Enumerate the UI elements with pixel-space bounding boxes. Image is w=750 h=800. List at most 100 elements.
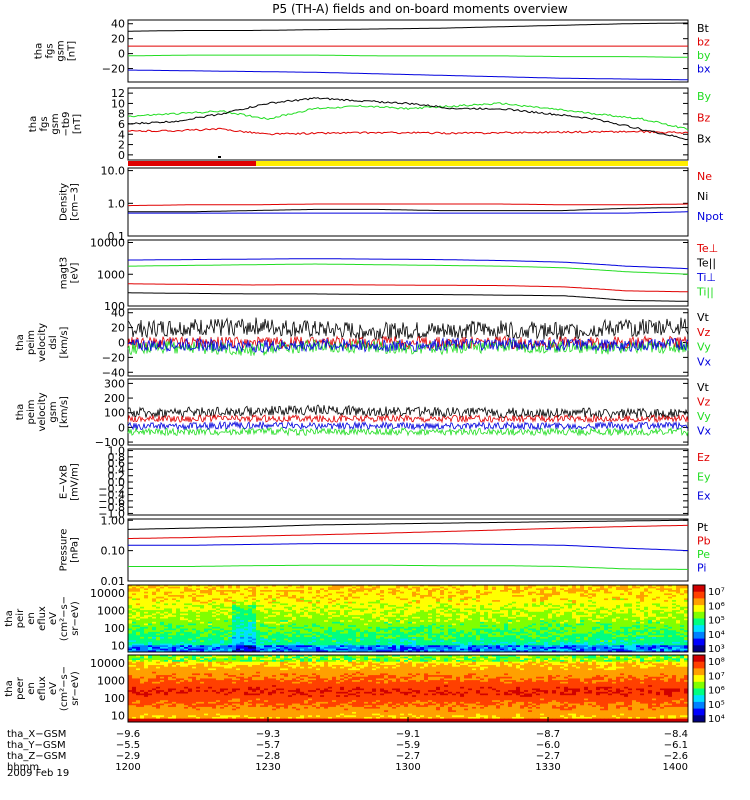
spectrogram-cell [328, 610, 333, 613]
spectrogram-cell [316, 626, 321, 629]
spectrogram-cell [496, 605, 501, 608]
spectrogram-cell [176, 641, 181, 645]
spectrogram-cell [500, 585, 505, 588]
spectrogram-cell [272, 631, 277, 634]
spectrogram-cell [332, 618, 337, 621]
spectrogram-cell [260, 588, 265, 591]
spectrogram-cell [440, 640, 445, 643]
spectrogram-cell [584, 618, 589, 621]
spectrogram-cell [316, 595, 321, 598]
spectrogram-cell [552, 636, 557, 639]
spectrogram-cell [248, 636, 253, 639]
spectrogram-cell [276, 630, 281, 633]
spectrogram-cell [344, 623, 349, 626]
spectrogram-cell [368, 626, 373, 629]
spectrogram-cell [492, 625, 497, 628]
spectrogram-cell [188, 638, 193, 641]
spectrogram-cell [220, 596, 225, 599]
spectrogram-cell [392, 610, 397, 613]
spectrogram-cell [620, 590, 625, 593]
spectrogram-cell [624, 630, 629, 633]
spectrogram-cell [184, 630, 189, 633]
spectrogram-cell [500, 626, 505, 629]
y-tick-label: −0.8 [98, 501, 125, 514]
spectrogram-cell [620, 600, 625, 603]
spectrogram-cell [552, 640, 557, 643]
spectrogram-cell [128, 606, 133, 609]
legend-label: Ni [697, 190, 708, 203]
spectrogram-cell [628, 630, 633, 633]
spectrogram-cell [508, 633, 513, 636]
spectrogram-cell [440, 621, 445, 624]
spectrogram-cell [520, 595, 525, 598]
spectrogram-cell [636, 595, 641, 598]
spectrogram-cell [360, 595, 365, 598]
spectrogram-cell [228, 586, 233, 589]
spectrogram-cell [664, 626, 669, 629]
spectrogram-cell [560, 613, 565, 616]
spectrogram-cell [268, 625, 273, 628]
spectrogram-cell [472, 625, 477, 628]
spectrogram-cell [332, 598, 337, 601]
spectrogram-cell [480, 636, 485, 639]
spectrogram-cell [624, 640, 629, 643]
spectrogram-cell [364, 626, 369, 629]
spectrogram-cell [676, 585, 681, 588]
spectrogram-cell [200, 593, 205, 596]
spectrogram-cell [348, 605, 353, 608]
spectrogram-cell [268, 628, 273, 631]
spectrogram-cell [408, 630, 413, 633]
spectrogram-cell [684, 613, 689, 616]
spectrogram-cell [352, 620, 357, 623]
spectrogram-cell [624, 586, 629, 589]
spectrogram-cell [356, 591, 361, 594]
spectrogram-cell [236, 586, 241, 589]
spectrogram-cell [592, 618, 597, 621]
spectrogram-cell [476, 588, 481, 591]
spectrogram-cell [604, 621, 609, 624]
spectrogram-cell [600, 633, 605, 636]
spectrogram-cell [160, 603, 165, 606]
spectrogram-cell [556, 593, 561, 596]
spectrogram-cell [496, 620, 501, 623]
spectrogram-cell [516, 605, 521, 608]
spectrogram-cell [332, 601, 337, 604]
spectrogram-cell [136, 586, 141, 589]
spectrogram-cell [548, 595, 553, 598]
spectrogram-cell [408, 593, 413, 596]
spectrogram-cell [248, 585, 253, 588]
spectrogram-cell [216, 585, 221, 588]
spectrogram-cell [536, 630, 541, 633]
spectrogram-cell [600, 625, 605, 628]
spectrogram-cell [496, 588, 501, 591]
spectrogram-cell [428, 591, 433, 594]
spectrogram-cell [396, 615, 401, 618]
spectrogram-cell [572, 591, 577, 594]
spectrogram-cell [312, 630, 317, 633]
spectrogram-cell [184, 588, 189, 591]
spectrogram-cell [432, 613, 437, 616]
spectrogram-cell [396, 598, 401, 601]
spectrogram-cell [524, 630, 529, 633]
spectrogram-cell [200, 590, 205, 593]
spectrogram-cell [580, 608, 585, 611]
spectrogram-cell [280, 595, 285, 598]
spectrogram-cell [128, 630, 133, 633]
spectrogram-cell [584, 603, 589, 606]
spectrogram-cell [684, 605, 689, 608]
spectrogram-cell [216, 631, 221, 634]
spectrogram-cell [620, 638, 625, 641]
spectrogram-cell [476, 600, 481, 603]
y-tick-label: 40 [111, 18, 125, 31]
spectrogram-cell [176, 626, 181, 629]
spectrogram-cell [416, 586, 421, 589]
spectrogram-cell [268, 596, 273, 599]
spectrogram-cell [324, 611, 329, 614]
spectrogram-cell [164, 601, 169, 604]
spectrogram-cell [540, 626, 545, 629]
spectrogram-cell [328, 636, 333, 639]
spectrogram-cell [388, 616, 393, 619]
spectrogram-cell [284, 610, 289, 613]
spectrogram-cell [460, 610, 465, 613]
spectrogram-cell [548, 596, 553, 599]
